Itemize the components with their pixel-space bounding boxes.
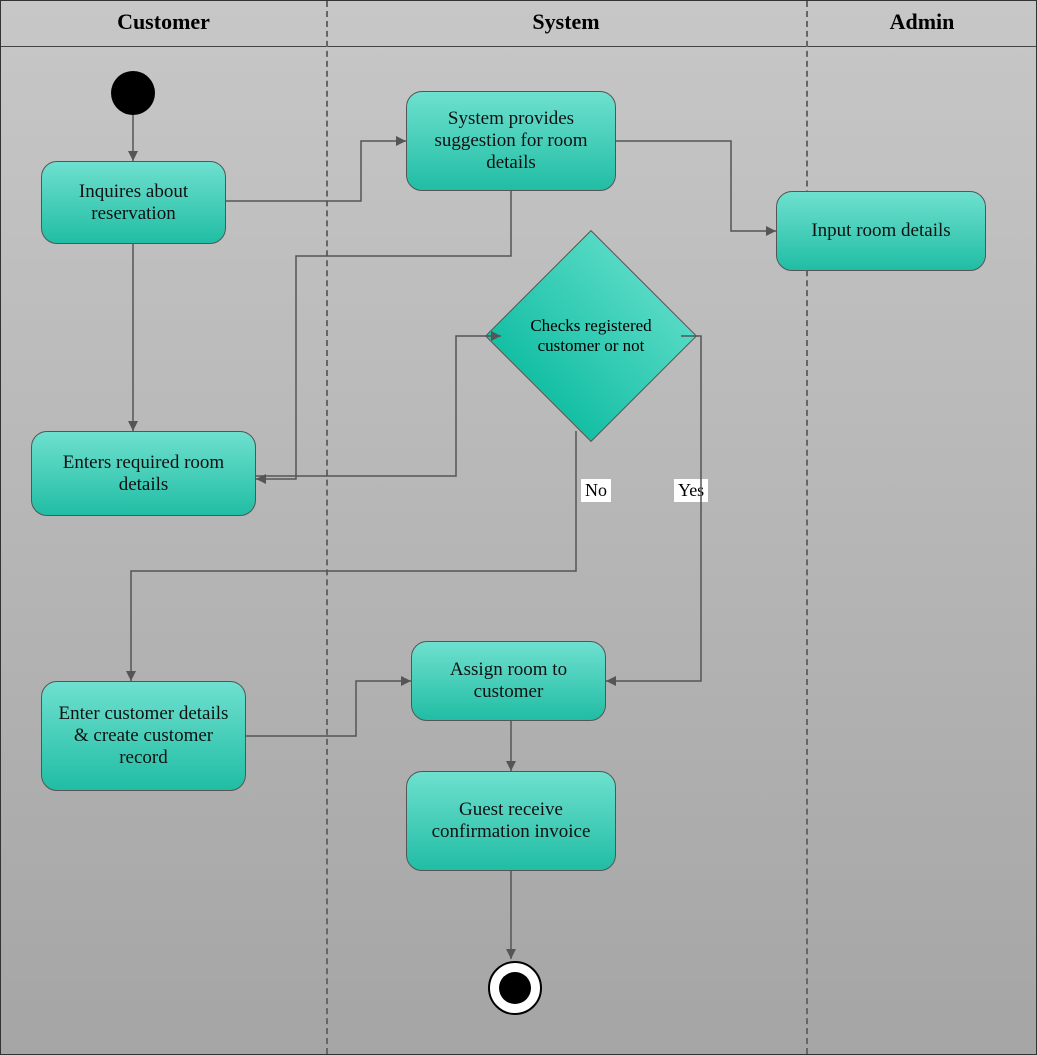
node-enter-cust: Enter customer details & create customer… <box>41 681 246 791</box>
node-label: Inquires about reservation <box>52 181 215 225</box>
edge-suggest-entersreq <box>256 191 511 479</box>
edge-label-yes: Yes <box>674 479 708 502</box>
activity-diagram: Customer System Admin Inquires about res… <box>0 0 1037 1055</box>
node-inquires: Inquires about reservation <box>41 161 226 244</box>
node-label: Input room details <box>811 220 950 242</box>
node-label: Enter customer details & create customer… <box>52 703 235 769</box>
edge-label-no: No <box>581 479 611 502</box>
end-node <box>488 961 542 1015</box>
edge-suggest-inputroom <box>616 141 776 231</box>
end-node-inner <box>499 972 531 1004</box>
lane-header-system: System <box>326 9 806 35</box>
decision-node: Checks registered customer or not <box>516 261 666 411</box>
header-separator <box>1 46 1036 47</box>
edge-entersreq-decision <box>256 336 501 476</box>
decision-label: Checks registered customer or not <box>516 316 666 356</box>
node-suggest: System provides suggestion for room deta… <box>406 91 616 191</box>
lane-header-admin: Admin <box>806 9 1037 35</box>
node-input-room: Input room details <box>776 191 986 271</box>
node-label: Enters required room details <box>42 452 245 496</box>
lane-header-customer: Customer <box>1 9 326 35</box>
lane-divider-2 <box>806 1 808 1054</box>
start-node <box>111 71 155 115</box>
node-label: System provides suggestion for room deta… <box>417 108 605 174</box>
edge-entercust-assign <box>246 681 411 736</box>
node-invoice: Guest receive confirmation invoice <box>406 771 616 871</box>
node-label: Assign room to customer <box>422 659 595 703</box>
node-enters-req: Enters required room details <box>31 431 256 516</box>
node-label: Guest receive confirmation invoice <box>417 799 605 843</box>
lane-divider-1 <box>326 1 328 1054</box>
edge-inquires-suggest <box>226 141 406 201</box>
node-assign: Assign room to customer <box>411 641 606 721</box>
